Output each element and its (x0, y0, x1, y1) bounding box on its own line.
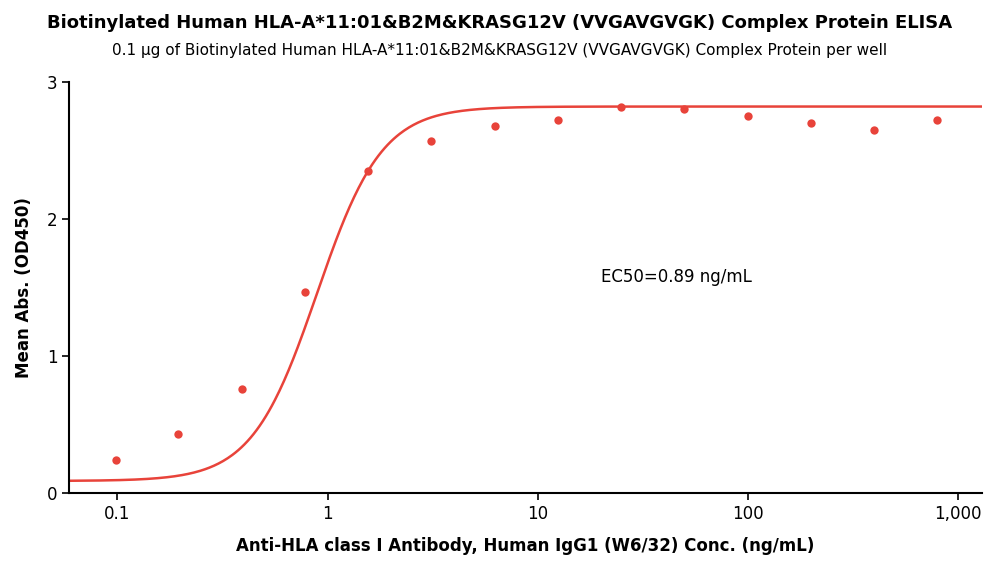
Text: 0.1 μg of Biotinylated Human HLA-A*11:01&B2M&KRASG12V (VVGAVGVGK) Complex Protei: 0.1 μg of Biotinylated Human HLA-A*11:01… (112, 43, 888, 58)
Text: Biotinylated Human HLA-A*11:01&B2M&KRASG12V (VVGAVGVGK) Complex Protein ELISA: Biotinylated Human HLA-A*11:01&B2M&KRASG… (47, 14, 953, 32)
Text: EC50=0.89 ng/mL: EC50=0.89 ng/mL (601, 267, 752, 286)
X-axis label: Anti-HLA class I Antibody, Human IgG1 (W6/32) Conc. (ng/mL): Anti-HLA class I Antibody, Human IgG1 (W… (236, 537, 815, 555)
Y-axis label: Mean Abs. (OD450): Mean Abs. (OD450) (15, 197, 33, 378)
